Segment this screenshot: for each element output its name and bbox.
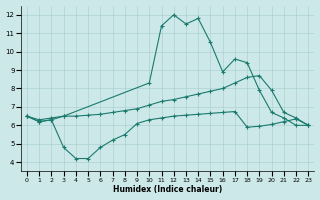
X-axis label: Humidex (Indice chaleur): Humidex (Indice chaleur) (113, 185, 222, 194)
